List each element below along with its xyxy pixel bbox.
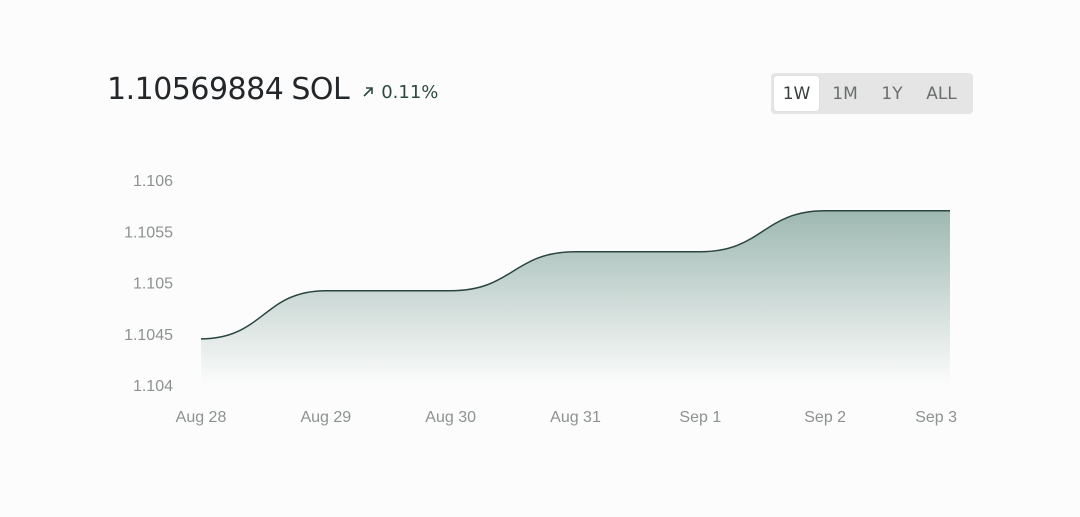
- time-range-selector: 1W 1M 1Y ALL: [771, 73, 973, 114]
- range-option-1w[interactable]: 1W: [774, 76, 819, 111]
- y-tick-label: 1.105: [133, 276, 173, 293]
- balance-area: [201, 210, 950, 385]
- y-tick-label: 1.1045: [124, 327, 173, 344]
- x-tick-label: Sep 1: [679, 409, 721, 426]
- x-tick-label: Sep 3: [915, 409, 957, 426]
- arrow-up-right-icon: [363, 87, 374, 97]
- y-axis: 1.106 1.1055 1.105 1.1045 1.104: [124, 173, 173, 395]
- x-tick-label: Aug 31: [550, 409, 601, 426]
- x-tick-label: Aug 28: [176, 409, 227, 426]
- balance-amount: 1.10569884 SOL: [107, 72, 350, 107]
- range-option-1m[interactable]: 1M: [832, 83, 858, 104]
- balance-line: [200, 209, 950, 340]
- range-option-1y[interactable]: 1Y: [881, 83, 903, 104]
- balance-value: 1.10569884: [107, 72, 284, 107]
- y-tick-label: 1.104: [133, 378, 173, 395]
- change-percent: 0.11%: [381, 81, 439, 103]
- balance-header: 1.10569884 SOL 0.11%: [107, 72, 438, 107]
- x-tick-label: Sep 2: [804, 409, 846, 426]
- y-tick-label: 1.106: [133, 173, 173, 190]
- x-tick-label: Aug 29: [300, 409, 351, 426]
- y-tick-label: 1.1055: [124, 224, 173, 241]
- change-indicator: 0.11%: [361, 82, 438, 103]
- balance-unit: SOL: [291, 72, 350, 107]
- x-tick-label: Aug 30: [425, 409, 476, 426]
- range-option-all[interactable]: ALL: [926, 83, 957, 104]
- x-axis: Aug 28 Aug 29 Aug 30 Aug 31 Sep 1 Sep 2 Sep 3: [176, 409, 957, 426]
